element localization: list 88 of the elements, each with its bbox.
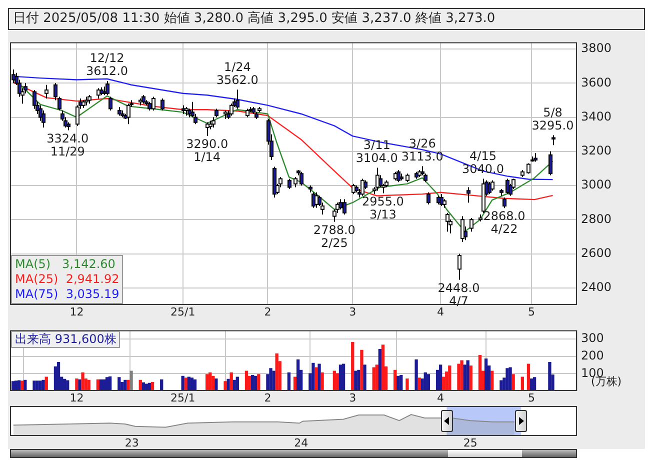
x-tick-label: 23	[124, 436, 139, 450]
y-tick-label: 3800	[581, 41, 612, 56]
bar	[381, 344, 385, 391]
annotation: 3/26 3113.0	[401, 136, 444, 164]
x-tick-label: 12	[70, 391, 84, 404]
annotation: 12/12 3612.0	[86, 51, 128, 78]
bar	[130, 370, 133, 391]
bar	[81, 372, 84, 391]
bar	[320, 372, 324, 391]
bar	[490, 370, 494, 391]
annotation: 3290.0 1/14	[186, 137, 228, 164]
y-tick-label: 3600	[581, 75, 612, 90]
bar	[56, 362, 60, 391]
x-tick-label: 12	[70, 305, 84, 318]
bar	[257, 374, 260, 391]
y-tick-label: 200	[581, 348, 604, 362]
bar	[457, 364, 460, 391]
bar	[393, 370, 397, 391]
annotation: 2868.0 4/22	[483, 209, 526, 236]
bar	[460, 360, 464, 391]
bar	[244, 370, 248, 391]
bar	[272, 370, 276, 391]
bar	[463, 364, 466, 391]
x-tick-label: 4	[437, 391, 444, 404]
annotation: 2788.0 2/25	[313, 222, 356, 250]
bar	[275, 353, 278, 391]
x-tick-label: 5	[528, 305, 536, 318]
bar	[372, 367, 376, 391]
x-tick-label: 3	[349, 391, 356, 404]
bar	[206, 374, 209, 391]
bar	[406, 378, 409, 391]
bar	[318, 364, 321, 391]
bar	[466, 360, 470, 391]
annotation: 3/11 3104.0	[356, 138, 398, 165]
bar	[469, 365, 472, 391]
bar	[357, 370, 360, 391]
annotation: 5/8 3295.0	[532, 105, 574, 132]
bar	[342, 364, 346, 391]
x-tick-label: 5	[528, 391, 536, 404]
bar	[484, 358, 488, 391]
x-tick-label: 25/1	[170, 391, 196, 404]
text: MA(75) 3,035.19	[15, 287, 120, 302]
annotation: 1/24 3562.0	[216, 60, 258, 87]
x-tick-label: 3	[349, 305, 356, 318]
bar	[426, 374, 430, 391]
y-tick-label: 300	[581, 331, 604, 346]
y-tick-label: 2400	[581, 280, 612, 294]
x-tick-label: 2	[264, 391, 272, 404]
y-tick-label: 3200	[581, 144, 612, 158]
bar	[351, 342, 354, 391]
annotation: 2955.0 3/13	[362, 194, 404, 222]
bar	[375, 364, 378, 391]
text: MA(25) 2,941.92	[15, 272, 120, 287]
text: MA(5) 3,142.60	[15, 257, 116, 272]
y-tick-label: 3000	[581, 178, 612, 192]
bar	[181, 376, 184, 391]
bar	[506, 368, 509, 391]
x-tick-label: 25/1	[170, 305, 196, 318]
bar	[363, 364, 366, 391]
bar	[548, 362, 552, 391]
x-tick-label: 2	[264, 305, 272, 318]
bar	[332, 370, 336, 391]
bar	[478, 355, 482, 391]
x-tick-label: 24	[294, 436, 308, 450]
bar	[360, 350, 364, 391]
bar	[378, 348, 382, 391]
bar	[438, 364, 442, 391]
bar	[314, 367, 318, 391]
annotation: 3324.0 11/29	[46, 131, 89, 158]
bar	[512, 374, 515, 391]
bar	[448, 365, 452, 391]
y-tick-label: 2600	[581, 246, 612, 260]
y-tick-label: 2800	[581, 212, 612, 226]
bar	[54, 366, 58, 391]
bar	[526, 364, 530, 391]
bar	[338, 364, 342, 391]
x-tick-label: 25	[463, 436, 478, 450]
bar	[354, 370, 358, 391]
bar	[414, 359, 418, 391]
bar	[508, 367, 512, 391]
y-tick-label: 3400	[581, 109, 612, 124]
bar	[296, 359, 300, 391]
chart-title: 日付 2025/05/08 11:30 始値 3,280.0 高値 3,295.0 安値 3,237.0 終値 3,273.0	[8, 8, 645, 30]
x-tick-label: 4	[437, 305, 444, 318]
bar	[226, 378, 230, 391]
bar	[312, 362, 315, 391]
bar	[214, 378, 218, 391]
chart-title: 出来高 931,600株	[11, 331, 120, 348]
